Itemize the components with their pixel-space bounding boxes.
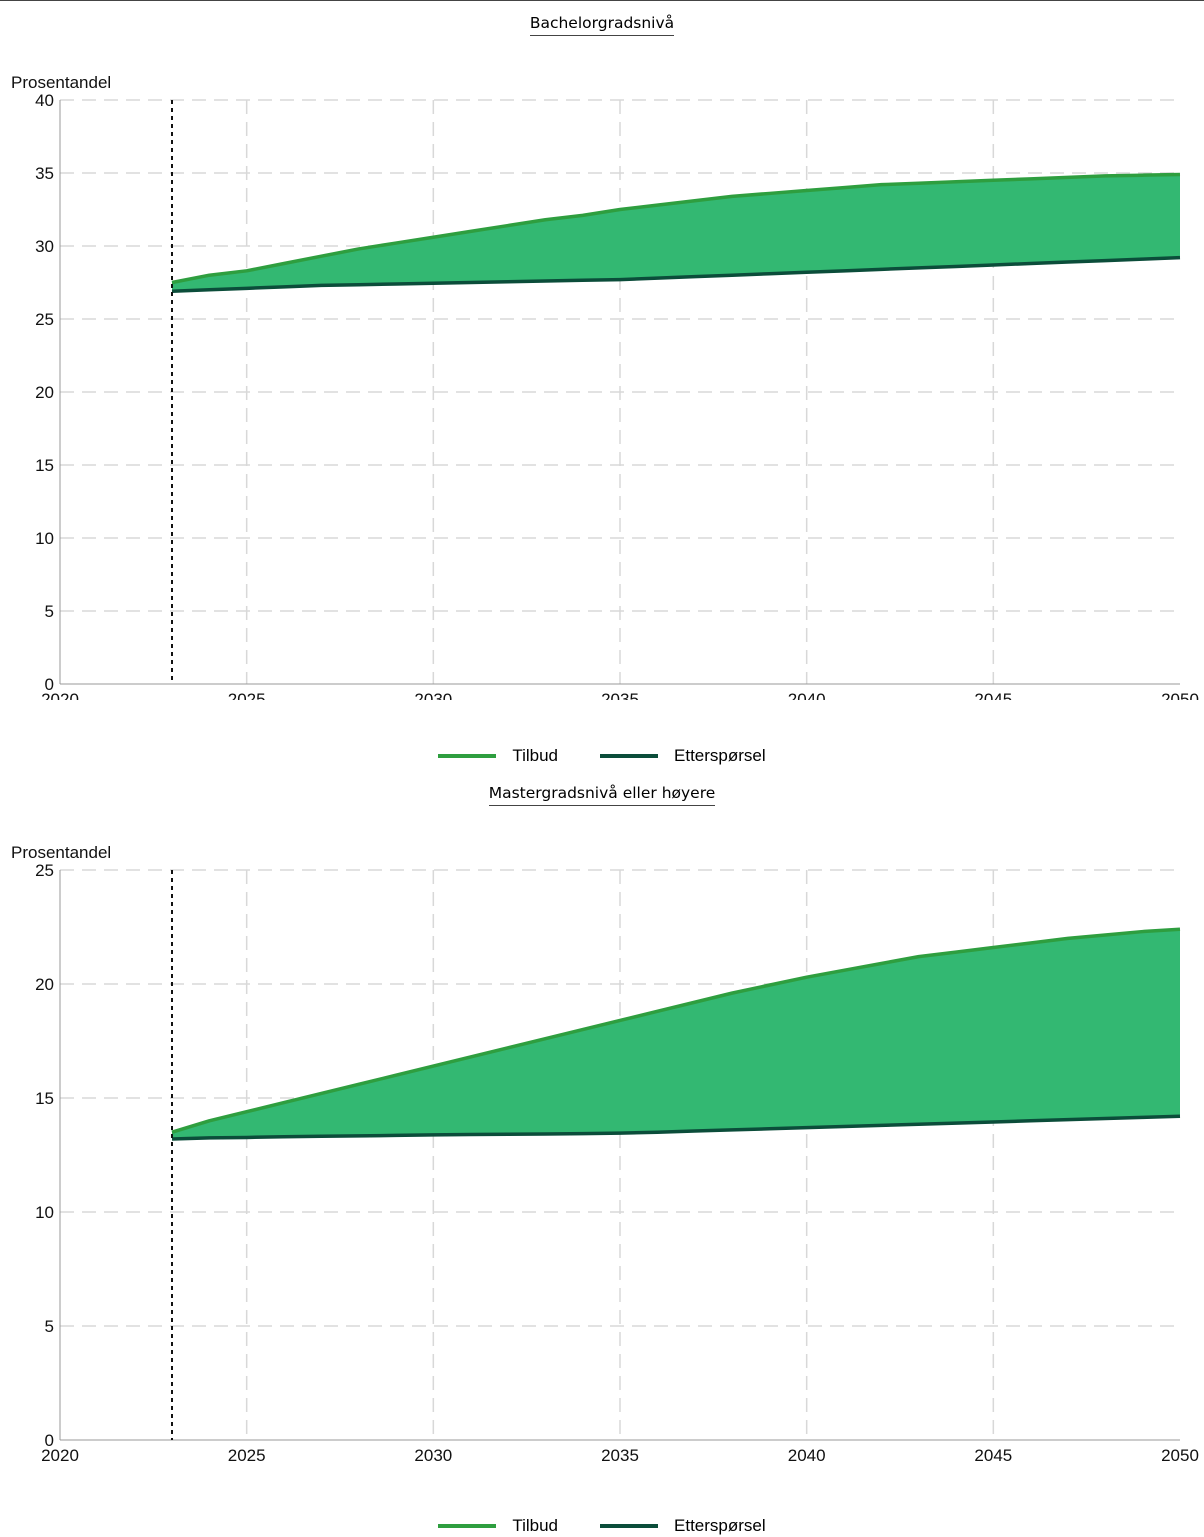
series-line-tilbud	[171, 927, 1181, 1134]
y-tick-label: 20	[35, 975, 54, 994]
y-tick-label: 25	[35, 310, 54, 329]
chart-title: Mastergradsnivå eller høyere	[0, 784, 1204, 806]
x-tick-label: 2035	[601, 690, 639, 700]
legend-item-demand: Etterspørsel	[600, 746, 766, 766]
legend-swatch-supply	[438, 1524, 497, 1528]
legend: Tilbud Etterspørsel	[0, 1516, 1204, 1536]
series-line-etterspørsel	[171, 1114, 1181, 1141]
y-tick-label: 35	[35, 164, 54, 183]
legend-label-supply: Tilbud	[512, 1516, 559, 1535]
y-tick-label: 5	[45, 602, 54, 621]
legend: Tilbud Etterspørsel	[0, 746, 1204, 766]
x-tick-label: 2020	[41, 1446, 79, 1465]
x-tick-label: 2040	[788, 690, 826, 700]
x-tick-label: 2030	[414, 1446, 452, 1465]
y-tick-label: 30	[35, 237, 54, 256]
gap-area	[172, 929, 1180, 1140]
legend-label-demand: Etterspørsel	[674, 746, 766, 765]
y-tick-label: 20	[35, 383, 54, 402]
chart-panel-bachelor: Bachelorgradsnivå 0 5 10 15 20 25 30 35 40 2020 20…	[0, 14, 1204, 766]
x-tick-label: 2025	[228, 1446, 266, 1465]
series-line-tilbud	[171, 172, 1181, 285]
y-tick-label: 10	[35, 1203, 54, 1222]
legend-swatch-demand	[600, 1524, 659, 1528]
y-axis-label: Prosentandel	[11, 843, 111, 862]
x-tick-label: 2030	[414, 690, 452, 700]
y-tick-label: 0	[45, 1431, 54, 1450]
y-tick-label: 15	[35, 456, 54, 475]
y-tick-label: 15	[35, 1089, 54, 1108]
legend-item-supply: Tilbud	[438, 1516, 558, 1536]
x-tick-label: 2050	[1161, 690, 1199, 700]
x-tick-label: 2035	[601, 1446, 639, 1465]
chart-panel-master: Mastergradsnivå eller høyere 0 5 10 15 20 25 2…	[0, 770, 1204, 1537]
top-divider	[0, 0, 1204, 1]
y-axis-label: Prosentandel	[11, 73, 111, 92]
x-tick-label: 2020	[41, 690, 79, 700]
y-tick-label: 5	[45, 1317, 54, 1336]
x-tick-label: 2050	[1161, 1446, 1199, 1465]
legend-label-supply: Tilbud	[512, 746, 559, 765]
y-tick-label: 25	[35, 861, 54, 880]
x-tick-label: 2045	[974, 690, 1012, 700]
legend-swatch-demand	[600, 754, 659, 758]
y-tick-label: 0	[45, 675, 54, 694]
legend-item-demand: Etterspørsel	[600, 1516, 766, 1536]
legend-swatch-supply	[438, 754, 497, 758]
gap-area	[172, 174, 1180, 292]
y-tick-label: 40	[35, 91, 54, 110]
y-tick-label: 10	[35, 529, 54, 548]
grid	[60, 99, 1180, 684]
series-line-etterspørsel	[171, 255, 1181, 294]
legend-item-supply: Tilbud	[438, 746, 558, 766]
chart-title: Bachelorgradsnivå	[0, 14, 1204, 36]
x-tick-label: 2045	[974, 1446, 1012, 1465]
x-tick-label: 2025	[228, 690, 266, 700]
legend-label-demand: Etterspørsel	[674, 1516, 766, 1535]
x-tick-label: 2040	[788, 1446, 826, 1465]
